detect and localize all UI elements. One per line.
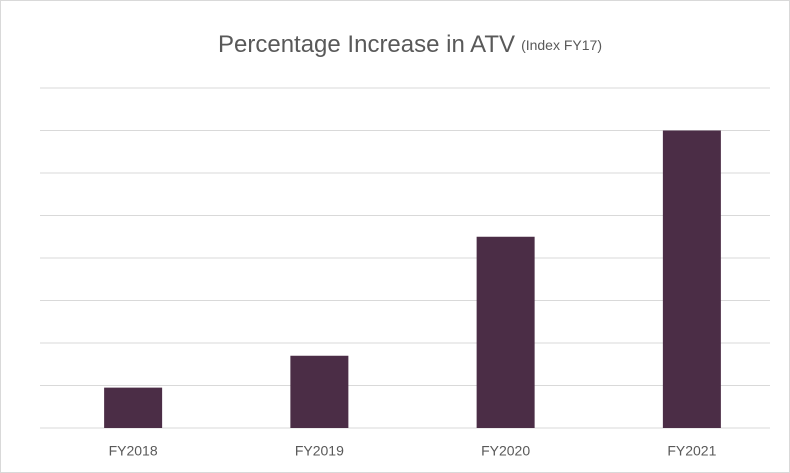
x-tick-label: FY2021 [667, 443, 716, 459]
x-tick-label: FY2018 [109, 443, 158, 459]
title: Percentage Increase in ATV [218, 31, 515, 58]
chart-title: Percentage Increase in ATV (Index FY17) [218, 31, 602, 58]
bar [290, 355, 349, 428]
subtitle: (Index FY17) [521, 37, 602, 53]
x-tick-label: FY2019 [295, 443, 344, 459]
x-tick-label: FY2020 [481, 443, 530, 459]
bar [104, 387, 163, 428]
bar [662, 130, 721, 428]
bar [476, 236, 535, 428]
